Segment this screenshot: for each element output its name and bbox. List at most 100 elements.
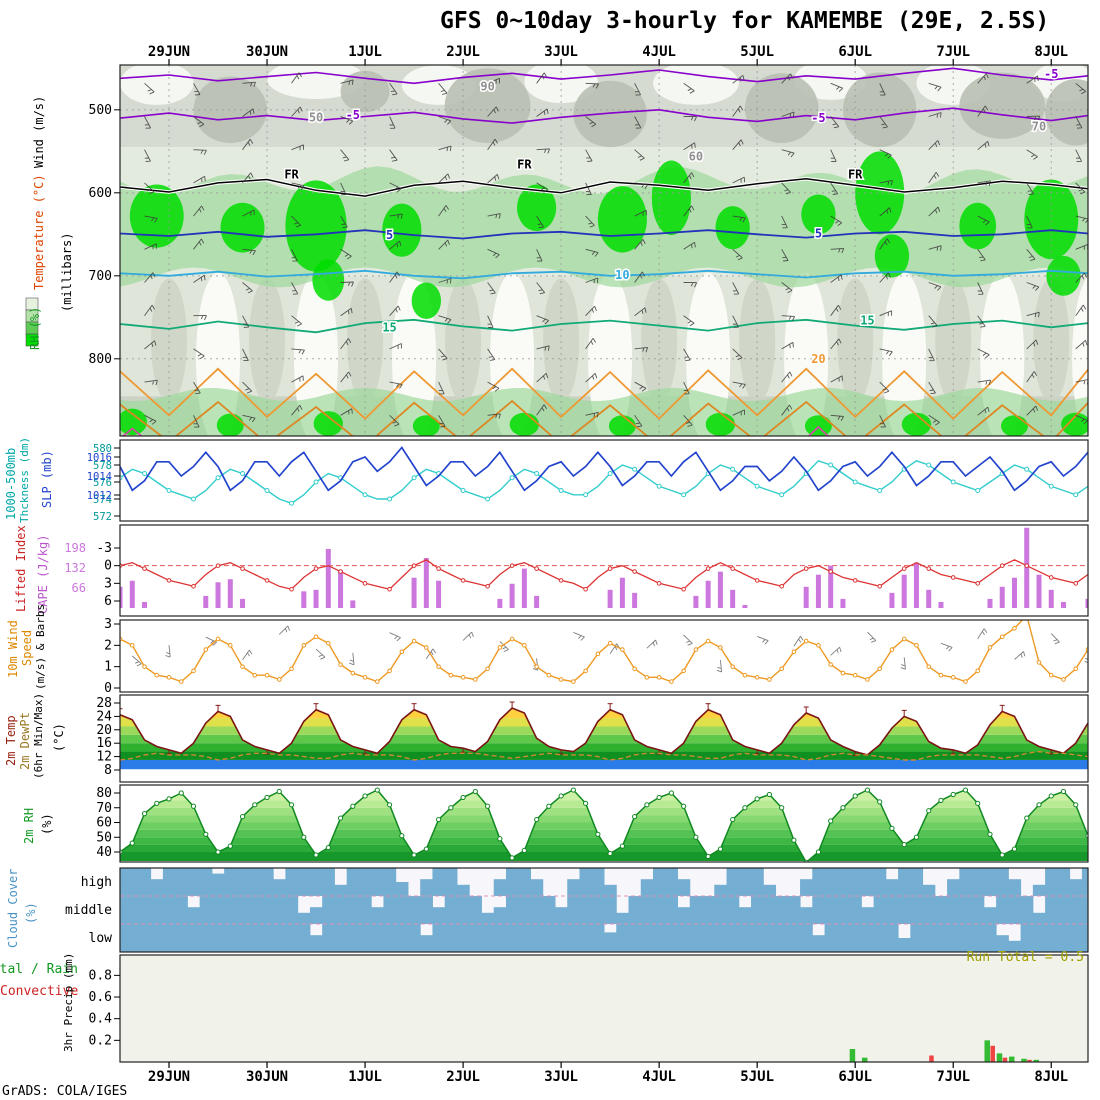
- svg-text:16: 16: [96, 736, 112, 751]
- svg-text:132: 132: [64, 561, 86, 575]
- axis-label-thickness-1: 1000-500mb: [4, 447, 18, 520]
- svg-text:576: 576: [93, 477, 112, 489]
- axis-label-2m-temp: 2m Temp: [4, 715, 18, 766]
- svg-text:500: 500: [89, 103, 112, 118]
- svg-text:-5: -5: [1044, 67, 1058, 81]
- svg-text:7JUL: 7JUL: [936, 44, 970, 60]
- svg-text:10: 10: [615, 268, 629, 282]
- svg-text:580: 580: [93, 443, 112, 455]
- svg-text:5: 5: [815, 226, 822, 240]
- axis-label-2m-dewpt: 2m DewPt: [18, 712, 32, 770]
- precip-legend-convective: Convective: [0, 984, 79, 999]
- svg-text:700: 700: [89, 269, 112, 284]
- svg-text:FR: FR: [848, 168, 863, 182]
- svg-text:2JUL: 2JUL: [446, 1069, 480, 1085]
- axis-label-minmax: (6hr Min/Max): [32, 692, 45, 779]
- axis-label-slp: SLP (mb): [40, 450, 54, 508]
- svg-text:15: 15: [382, 320, 396, 334]
- cloud-row-label-low: low: [88, 931, 112, 946]
- svg-text:3: 3: [104, 617, 112, 632]
- axis-label-millibars: (millibars): [60, 232, 74, 312]
- svg-text:3: 3: [104, 576, 112, 591]
- svg-text:0: 0: [104, 559, 112, 574]
- axis-label-cloud-pct: (%): [24, 902, 38, 924]
- svg-text:70: 70: [1032, 119, 1046, 133]
- svg-text:60: 60: [689, 149, 703, 163]
- svg-text:40: 40: [96, 845, 112, 860]
- svg-text:50: 50: [309, 110, 323, 124]
- axis-label-thickness-2: Thckness (dm): [18, 436, 31, 523]
- axis-label-degc: (°C): [52, 723, 66, 752]
- svg-text:7JUL: 7JUL: [936, 1069, 970, 1085]
- axis-label-3hr-precip: 3hr Precip (mm): [62, 952, 75, 1052]
- svg-text:1JUL: 1JUL: [348, 1069, 382, 1085]
- svg-text:28: 28: [96, 696, 112, 711]
- svg-text:600: 600: [89, 186, 112, 201]
- svg-text:2JUL: 2JUL: [446, 44, 480, 60]
- svg-text:1JUL: 1JUL: [348, 44, 382, 60]
- svg-text:20: 20: [811, 352, 825, 366]
- cloud-row-label-middle: middle: [65, 903, 112, 918]
- svg-text:5JUL: 5JUL: [740, 44, 774, 60]
- axis-label-temperature: Temperature (°C): [32, 174, 46, 290]
- svg-text:FR: FR: [284, 168, 299, 182]
- svg-text:0.2: 0.2: [89, 1033, 112, 1048]
- axis-label-cloud-cover: Cloud Cover: [6, 868, 20, 948]
- svg-text:0.8: 0.8: [89, 968, 112, 983]
- axis-label-wind-barbs: (m/s) & Barbs: [34, 603, 47, 690]
- svg-text:70: 70: [96, 801, 112, 816]
- axis-label-2m-rh: 2m RH: [22, 807, 36, 844]
- svg-text:15: 15: [860, 314, 874, 328]
- svg-text:29JUN: 29JUN: [148, 1069, 190, 1085]
- axis-label-rh-pct: (%): [40, 813, 54, 835]
- svg-text:50: 50: [96, 830, 112, 845]
- chart-title: GFS 0~10day 3-hourly for KAMEMBE (29E, 2…: [440, 8, 1050, 34]
- grads-credit: GrADS: COLA/IGES: [2, 1084, 128, 1099]
- svg-text:578: 578: [93, 460, 112, 472]
- svg-text:24: 24: [96, 709, 112, 724]
- svg-text:-5: -5: [811, 111, 825, 125]
- svg-text:1: 1: [104, 660, 112, 675]
- svg-text:5: 5: [386, 228, 393, 242]
- axis-label-rh: RH (%): [28, 306, 42, 350]
- svg-text:80: 80: [96, 786, 112, 801]
- svg-text:8: 8: [104, 763, 112, 778]
- svg-text:66: 66: [72, 581, 86, 595]
- svg-text:30JUN: 30JUN: [246, 1069, 288, 1085]
- svg-text:20: 20: [96, 723, 112, 738]
- svg-text:90: 90: [480, 80, 494, 94]
- precip-legend-total: Total / Rain: [0, 962, 78, 977]
- svg-text:574: 574: [93, 494, 112, 506]
- svg-text:4JUL: 4JUL: [642, 44, 676, 60]
- axis-label-lifted-index: Lifted Index: [14, 525, 28, 612]
- svg-text:4JUL: 4JUL: [642, 1069, 676, 1085]
- svg-text:0.4: 0.4: [89, 1012, 113, 1027]
- cloud-row-label-high: high: [80, 875, 112, 890]
- svg-text:572: 572: [93, 511, 112, 523]
- svg-text:0: 0: [104, 681, 112, 696]
- svg-text:1016: 1016: [87, 452, 112, 464]
- axis-label-10m-wind: 10m Wind: [6, 620, 20, 678]
- svg-text:8JUL: 8JUL: [1034, 1069, 1068, 1085]
- svg-text:8JUL: 8JUL: [1034, 44, 1068, 60]
- svg-text:FR: FR: [517, 158, 532, 172]
- svg-text:6JUL: 6JUL: [838, 1069, 872, 1085]
- svg-text:1014: 1014: [87, 471, 112, 483]
- svg-text:60: 60: [96, 816, 112, 831]
- axis-label-cape: CAPE (J/kg): [36, 534, 50, 614]
- svg-text:3JUL: 3JUL: [544, 1069, 578, 1085]
- svg-text:800: 800: [89, 352, 112, 367]
- svg-text:3JUL: 3JUL: [544, 44, 578, 60]
- svg-text:2: 2: [104, 638, 112, 653]
- svg-text:12: 12: [96, 750, 112, 765]
- svg-text:5JUL: 5JUL: [740, 1069, 774, 1085]
- svg-text:198: 198: [64, 541, 86, 555]
- svg-text:-5: -5: [346, 108, 360, 122]
- svg-text:-3: -3: [96, 541, 112, 556]
- axis-label-wind: Wind (m/s): [32, 95, 46, 168]
- svg-text:29JUN: 29JUN: [148, 44, 190, 60]
- run-total-text: Run Total = 0.5: [966, 950, 1084, 965]
- svg-text:30JUN: 30JUN: [246, 44, 288, 60]
